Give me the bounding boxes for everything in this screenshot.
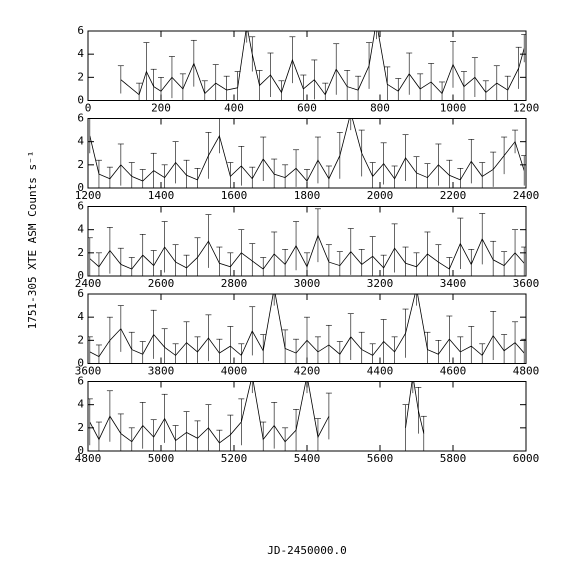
y-tick-label: 6: [77, 112, 84, 125]
y-tick-label: 0: [77, 269, 84, 282]
x-tick-label: 4200: [294, 365, 321, 378]
data-line: [89, 118, 525, 182]
x-tick-label: 600: [297, 102, 317, 115]
x-tick-label: 0: [85, 102, 92, 115]
y-tick-label: 0: [77, 444, 84, 457]
x-tick-label: 3200: [367, 277, 394, 290]
plot-area: [88, 118, 526, 188]
plot-area: [88, 208, 526, 276]
x-tick-label: 5400: [294, 452, 321, 465]
x-tick-label: 2400: [75, 277, 102, 290]
x-tick-label: 1000: [440, 102, 467, 115]
x-tick-label: 4400: [367, 365, 394, 378]
x-tick-label: 1200: [75, 189, 102, 202]
plot-area: [88, 294, 526, 364]
data-line: [89, 294, 525, 358]
y-tick-label: 4: [77, 47, 84, 60]
x-tick-label: 1200: [513, 102, 540, 115]
x-tick-label: 2200: [440, 189, 467, 202]
data-line: [120, 31, 525, 96]
y-tick-label: 2: [77, 70, 84, 83]
x-tick-label: 1600: [221, 189, 248, 202]
x-tick-label: 4800: [75, 452, 102, 465]
x-tick-label: 3000: [294, 277, 321, 290]
x-tick-label: 1400: [148, 189, 175, 202]
y-tick-label: 4: [77, 398, 84, 411]
x-tick-label: 2600: [148, 277, 175, 290]
y-tick-label: 0: [77, 357, 84, 370]
x-tick-label: 2800: [221, 277, 248, 290]
x-tick-label: 4000: [221, 365, 248, 378]
y-tick-label: 2: [77, 421, 84, 434]
y-tick-label: 2: [77, 333, 84, 346]
x-tick-label: 4600: [440, 365, 467, 378]
plot-area: [117, 31, 526, 101]
x-tick-label: 3600: [513, 277, 540, 290]
data-line: [405, 381, 425, 434]
data-line: [89, 234, 525, 270]
x-tick-label: 3600: [75, 365, 102, 378]
x-tick-label: 5200: [221, 452, 248, 465]
y-tick-label: 0: [77, 181, 84, 194]
x-tick-label: 5000: [148, 452, 175, 465]
y-tick-label: 6: [77, 375, 84, 388]
x-tick-label: 6000: [513, 452, 540, 465]
x-tick-label: 2400: [513, 189, 540, 202]
y-tick-label: 4: [77, 223, 84, 236]
x-tick-label: 5600: [367, 452, 394, 465]
x-axis-label: JD-2450000.0: [267, 544, 346, 557]
x-tick-label: 2000: [367, 189, 394, 202]
x-tick-label: 200: [151, 102, 171, 115]
y-axis-label: 1751-305 XTE ASM Counts s⁻¹: [26, 151, 39, 330]
x-tick-label: 5800: [440, 452, 467, 465]
x-tick-label: 1800: [294, 189, 321, 202]
x-tick-label: 800: [370, 102, 390, 115]
x-tick-label: 3800: [148, 365, 175, 378]
y-tick-label: 6: [77, 287, 84, 300]
y-tick-label: 6: [77, 24, 84, 37]
y-tick-label: 4: [77, 310, 84, 323]
x-tick-label: 4800: [513, 365, 540, 378]
x-tick-label: 400: [224, 102, 244, 115]
data-line: [89, 381, 330, 444]
y-tick-label: 0: [77, 94, 84, 107]
x-tick-label: 3400: [440, 277, 467, 290]
y-tick-label: 4: [77, 135, 84, 148]
y-tick-label: 2: [77, 158, 84, 171]
plot-area: [88, 381, 427, 451]
y-tick-label: 2: [77, 246, 84, 259]
y-tick-label: 6: [77, 200, 84, 213]
